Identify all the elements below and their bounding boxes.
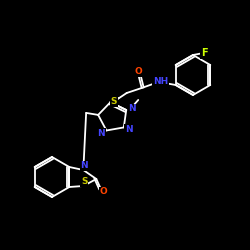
Text: S: S xyxy=(110,98,117,106)
Text: N: N xyxy=(80,162,88,170)
Text: N: N xyxy=(125,125,132,134)
Text: O: O xyxy=(100,188,107,196)
Text: F: F xyxy=(201,48,207,58)
Text: S: S xyxy=(81,178,87,186)
Text: NH: NH xyxy=(153,78,168,86)
Text: N: N xyxy=(128,104,136,114)
Text: O: O xyxy=(135,68,142,76)
Text: N: N xyxy=(98,129,105,138)
